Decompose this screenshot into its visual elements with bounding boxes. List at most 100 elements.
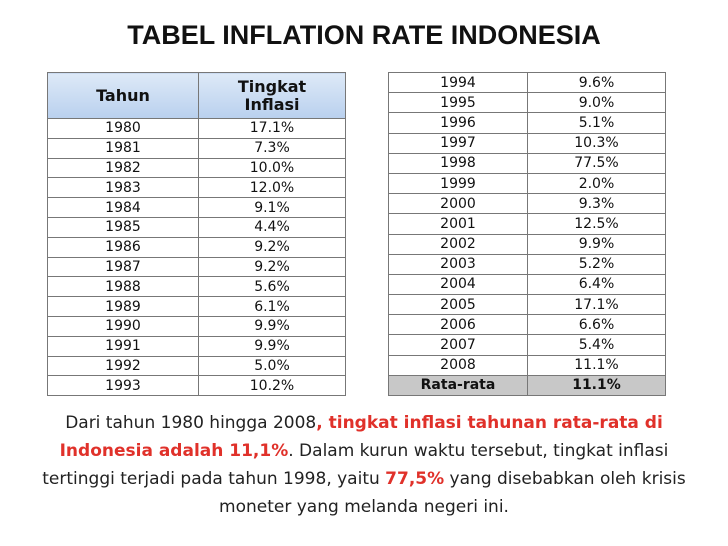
table-row: 2004 6.4% xyxy=(388,273,666,296)
rate-cell: 6.1% xyxy=(198,296,346,317)
rate-cell: 5.6% xyxy=(198,276,346,298)
year-cell: 1983 xyxy=(47,177,199,199)
rate-cell: 77.5% xyxy=(527,152,666,174)
header-cell: Tingkat Inflasi xyxy=(198,72,346,119)
year-cell: 2008 xyxy=(388,354,528,376)
body-text: Dari tahun 1980 hingga 2008 xyxy=(65,413,317,433)
rate-cell: 9.2% xyxy=(198,236,346,258)
header-cell: Tahun xyxy=(47,72,199,119)
table-row: 1994 9.6% xyxy=(388,71,666,94)
year-cell: 1980 xyxy=(47,118,199,139)
rate-cell: 9.9% xyxy=(198,335,346,357)
rate-cell: 12.0% xyxy=(198,177,346,199)
body-text: . Dalam kurun waktu tersebut, tingkat in… xyxy=(42,441,669,489)
header-text: Inflasi xyxy=(244,94,300,114)
rate-cell: 17.1% xyxy=(198,118,346,139)
table-row: 2001 12.5% xyxy=(388,213,666,235)
rate-cell: 9.3% xyxy=(527,193,666,215)
table-row: 1997 10.3% xyxy=(388,132,666,154)
year-cell: 1989 xyxy=(47,296,199,317)
rate-cell: 2.0% xyxy=(527,172,666,195)
header-text: Tahun xyxy=(96,85,150,105)
year-cell: 2002 xyxy=(388,233,528,255)
year-cell: 1994 xyxy=(388,71,528,94)
paragraph: Dari tahun 1980 hingga 2008, tingkat inf… xyxy=(34,409,694,521)
table-row: 1985 4.4% xyxy=(47,216,346,238)
footer-row: Rata-rata 11.1% xyxy=(388,374,666,396)
table-row: 1989 6.1% xyxy=(47,296,346,317)
table-row: 2006 6.6% xyxy=(388,314,666,336)
body-text: yang disebabkan oleh krisis moneter yang… xyxy=(219,469,686,517)
rate-cell: 10.2% xyxy=(198,375,346,397)
table-row: 1999 2.0% xyxy=(388,172,666,195)
year-cell: 1996 xyxy=(388,112,528,134)
year-cell: 1997 xyxy=(388,132,528,154)
year-cell: 1998 xyxy=(388,152,528,174)
table-row: 2000 9.3% xyxy=(388,193,666,215)
header-text: Tingkat xyxy=(237,76,307,96)
table-row: 1995 9.0% xyxy=(388,92,666,114)
rate-cell: 10.3% xyxy=(527,132,666,154)
year-cell: 1987 xyxy=(47,256,199,278)
rate-cell: 5.4% xyxy=(527,334,666,356)
rate-cell: 9.0% xyxy=(527,92,666,114)
rate-cell: 9.2% xyxy=(198,256,346,278)
year-cell: 2001 xyxy=(388,213,528,235)
rate-cell: 5.2% xyxy=(527,253,666,275)
left-table: Tahun Tingkat Inflasi 1980 17.1% 1981 7.3% 1982… xyxy=(47,72,346,397)
table-row: 2003 5.2% xyxy=(388,253,666,275)
year-cell: 1991 xyxy=(47,335,199,357)
year-cell: 2007 xyxy=(388,334,528,356)
rate-cell: 9.9% xyxy=(198,315,346,337)
rate-cell: 6.4% xyxy=(527,273,666,296)
rate-cell: 5.1% xyxy=(527,112,666,134)
header-row: Tahun Tingkat Inflasi xyxy=(47,72,346,119)
rate-cell: 6.6% xyxy=(527,314,666,336)
year-cell: 1999 xyxy=(388,172,528,195)
highlight-text: 77,5% xyxy=(385,469,445,489)
year-cell: 1992 xyxy=(47,355,199,377)
rate-cell: 5.0% xyxy=(198,355,346,377)
year-cell: 2004 xyxy=(388,273,528,296)
table-row: 1992 5.0% xyxy=(47,355,346,377)
rate-cell: 9.1% xyxy=(198,197,346,218)
year-cell: 2000 xyxy=(388,193,528,215)
year-cell: 1984 xyxy=(47,197,199,218)
footer-cell: Rata-rata xyxy=(388,374,528,396)
year-cell: 1981 xyxy=(47,137,199,159)
year-cell: 1982 xyxy=(47,157,199,179)
table-row: 1983 12.0% xyxy=(47,177,346,199)
table-row: 1996 5.1% xyxy=(388,112,666,134)
table-row: 1987 9.2% xyxy=(47,256,346,278)
table-row: 2007 5.4% xyxy=(388,334,666,356)
table-row: 2002 9.9% xyxy=(388,233,666,255)
year-cell: 1988 xyxy=(47,276,199,298)
table-row: 1980 17.1% xyxy=(47,118,346,139)
year-cell: 1993 xyxy=(47,375,199,397)
rate-cell: 7.3% xyxy=(198,137,346,159)
rate-cell: 17.1% xyxy=(527,294,666,316)
rate-cell: 9.6% xyxy=(527,71,666,94)
year-cell: 1985 xyxy=(47,216,199,238)
right-table: 1994 9.6% 1995 9.0% 1996 5.1% 1997 10.3% 1998 77.… xyxy=(388,71,666,396)
highlight-text: , tingkat inflasi tahunan rata-rata di I… xyxy=(59,413,663,461)
table-row: 1990 9.9% xyxy=(47,315,346,337)
year-cell: 1995 xyxy=(388,92,528,114)
year-cell: 1990 xyxy=(47,315,199,337)
table-row: 1986 9.2% xyxy=(47,236,346,258)
table-row: 1988 5.6% xyxy=(47,276,346,298)
rate-cell: 9.9% xyxy=(527,233,666,255)
table-row: 2005 17.1% xyxy=(388,294,666,316)
footer-cell: 11.1% xyxy=(527,374,666,396)
table-row: 1981 7.3% xyxy=(47,137,346,159)
title: TABEL INFLATION RATE INDONESIA xyxy=(127,20,601,50)
table-row: 1982 10.0% xyxy=(47,157,346,179)
table-row: 2008 11.1% xyxy=(388,354,666,376)
table-row: 1998 77.5% xyxy=(388,152,666,174)
table-row: 1984 9.1% xyxy=(47,197,346,218)
rate-cell: 4.4% xyxy=(198,216,346,238)
rate-cell: 11.1% xyxy=(527,354,666,376)
year-cell: 2005 xyxy=(388,294,528,316)
rate-cell: 10.0% xyxy=(198,157,346,179)
